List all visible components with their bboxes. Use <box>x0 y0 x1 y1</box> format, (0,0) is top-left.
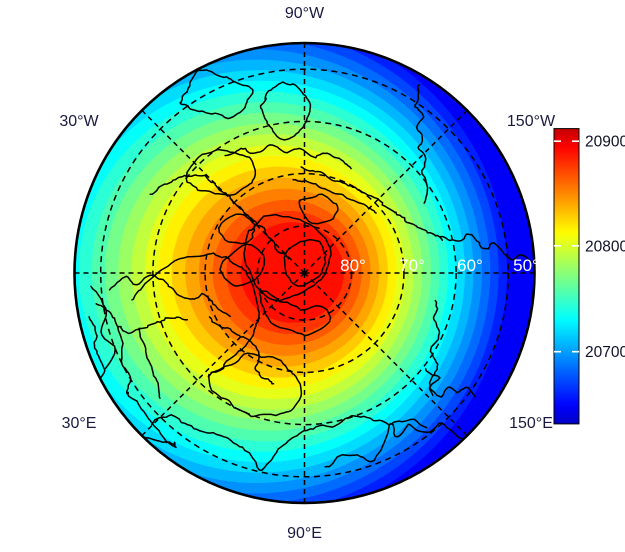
svg-text:50°: 50° <box>513 256 539 275</box>
svg-text:150°E: 150°E <box>509 415 553 432</box>
svg-text:90°E: 90°E <box>287 525 322 542</box>
svg-text:60°: 60° <box>457 256 483 275</box>
svg-text:70°: 70° <box>399 256 425 275</box>
svg-text:150°W: 150°W <box>507 113 556 130</box>
svg-text:20900: 20900 <box>585 134 625 151</box>
svg-text:20700: 20700 <box>585 344 625 361</box>
svg-text:80°: 80° <box>340 256 366 275</box>
svg-text:30°W: 30°W <box>59 113 99 130</box>
svg-text:90°W: 90°W <box>285 5 325 22</box>
svg-text:30°E: 30°E <box>62 415 97 432</box>
svg-text:20800: 20800 <box>585 238 625 255</box>
